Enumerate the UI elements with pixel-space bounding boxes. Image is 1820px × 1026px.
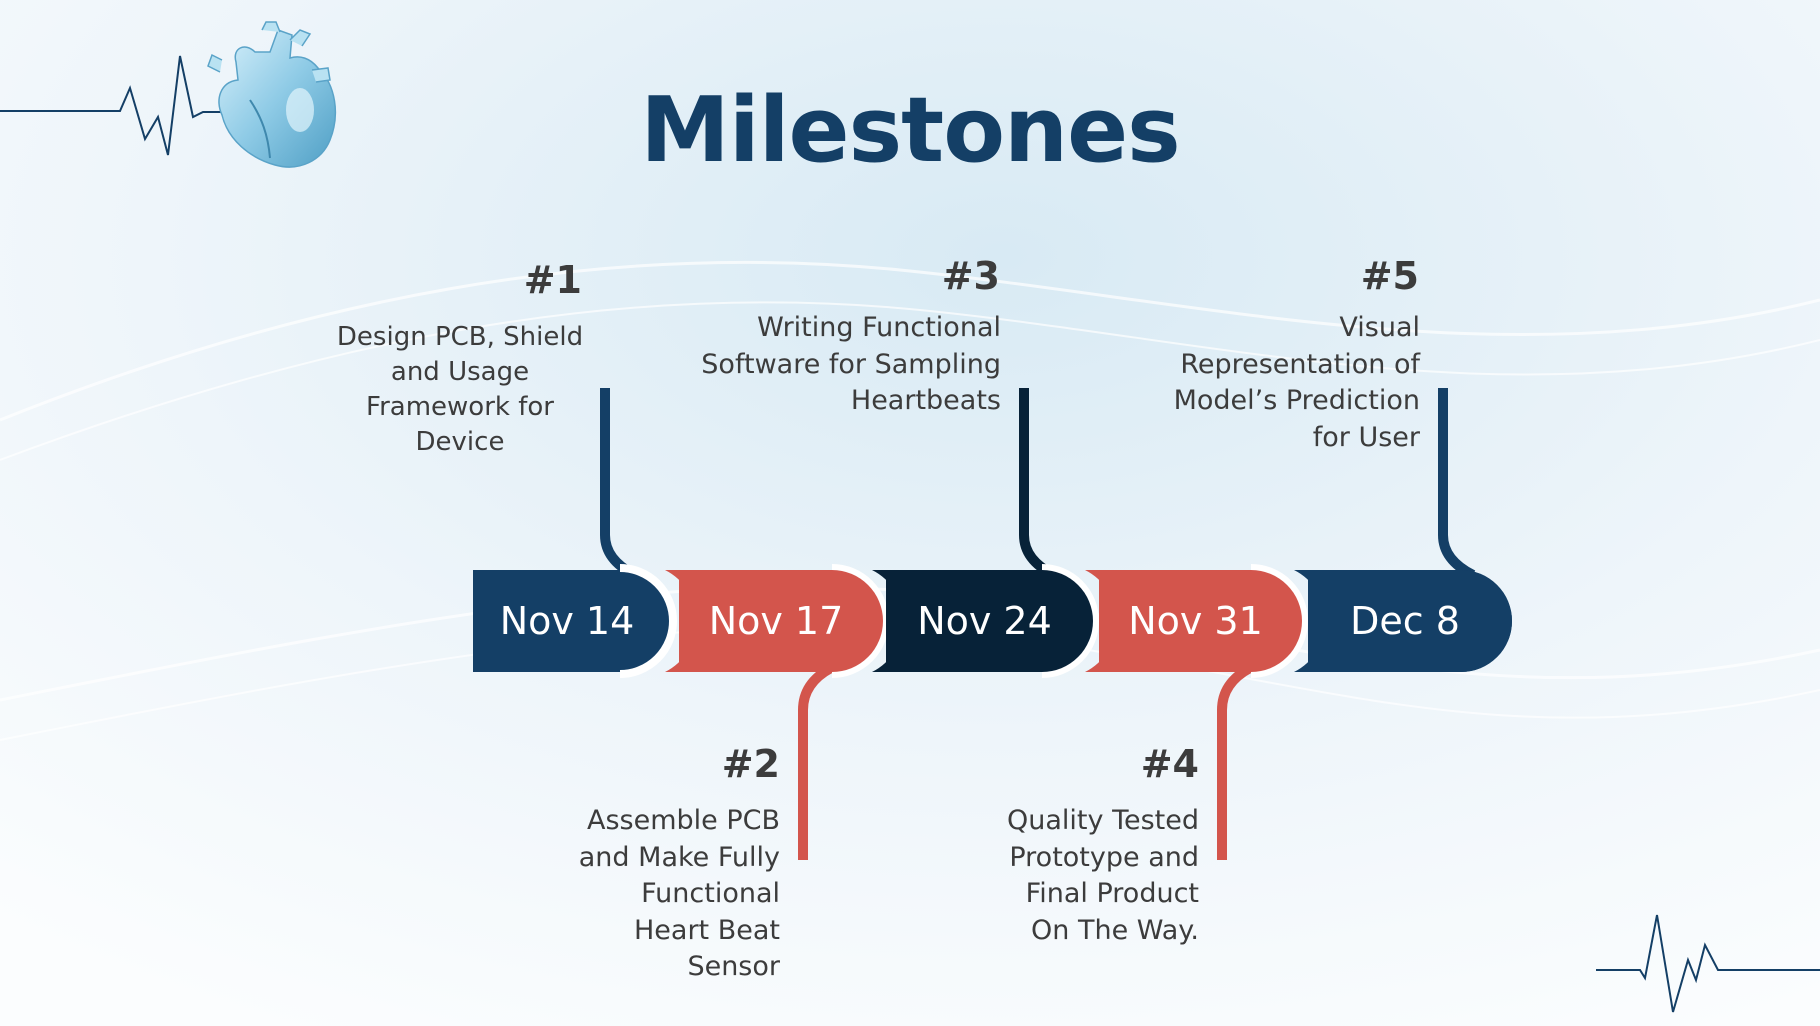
description-line: Visual [1339,312,1420,343]
description-line: Model’s Prediction [1173,385,1420,416]
description-line: Writing Functional [757,312,1001,343]
milestone-2-segment-fill [679,570,883,672]
description-line: Framework for [366,392,554,422]
description-line: Design PCB, Shield [336,322,584,352]
milestone-3-description: Writing Functional Software for Sampling H… [701,310,1001,420]
description-line: Device [415,427,505,457]
description-line: Assemble PCB [586,805,780,836]
milestone-4-connector [1217,663,1253,860]
description-line: Heartbeats [850,385,1001,416]
milestone-5-description: Visual Representation of Model’s Predictio… [1174,310,1420,456]
heart-icon [207,21,337,168]
milestone-2-number: #2 [721,742,780,786]
description-line: and Usage [390,357,530,387]
page-title: Milestones [640,78,1180,183]
milestone-5-connector [1438,388,1476,580]
description-line: for User [1312,421,1420,453]
description-line: On The Way. [1031,914,1199,946]
milestone-1-segment [473,570,671,672]
description-line: Software for Sampling [701,348,1001,380]
milestone-3-segment-fill [886,570,1093,672]
milestone-4-segment-fill [1099,570,1302,672]
description-line: and Make Fully [578,841,780,873]
description-line: Representation of [1180,348,1420,380]
description-line: Prototype and [1009,841,1199,873]
milestone-5-number: #5 [1360,254,1419,298]
description-line: Quality Tested [1007,805,1199,836]
milestone-3-date: Nov 24 [917,599,1052,643]
milestone-1-description: Design PCB, Shield and Usage Framework for… [300,320,620,460]
segment-separator [831,564,889,678]
milestone-2-description: Assemble PCB and Make Fully Functional Hear… [579,803,780,986]
segment-separator [1041,564,1099,678]
milestone-2-date: Nov 17 [708,599,844,643]
description-line: Functional [641,878,780,909]
milestone-4-date: Nov 31 [1128,599,1263,643]
milestone-5-segment-fill [1308,570,1512,672]
milestone-2-connector [798,663,834,860]
milestone-1-date: Nov 14 [499,599,635,643]
milestone-4-number: #4 [1140,742,1199,786]
heartbeat-line-icon [1596,914,1820,1013]
heartbeat-line-icon [0,55,230,156]
description-line: Heart Beat [634,914,780,946]
milestone-3-number: #3 [941,254,1000,298]
description-line: Final Product [1025,878,1199,909]
description-line: Sensor [687,951,780,982]
milestone-1-number: #1 [523,258,582,302]
segment-separator [619,564,677,678]
milestone-4-description: Quality Tested Prototype and Final Product… [1007,803,1199,949]
milestone-5-date: Dec 8 [1350,599,1460,643]
segment-separator [1250,564,1308,678]
milestone-3-connector [1019,388,1057,580]
